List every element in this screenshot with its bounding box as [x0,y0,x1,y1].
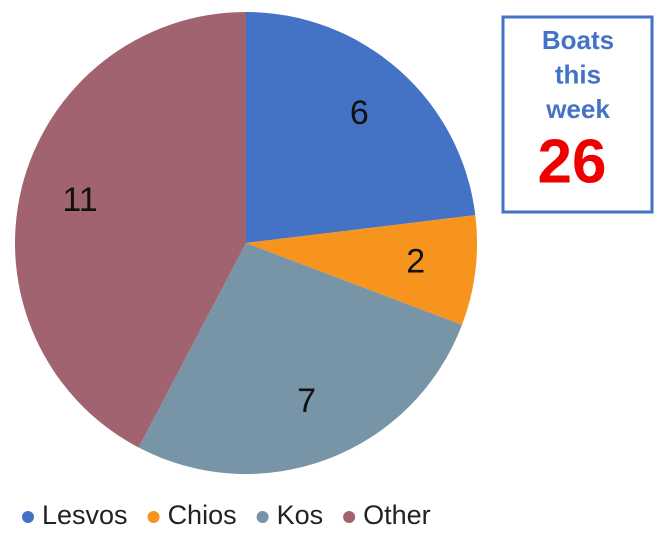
pie-slice [14,12,247,448]
legend-label: Chios [168,500,237,530]
legend-marker [256,511,269,523]
legend-marker [22,511,34,523]
legend-marker [343,511,356,523]
legend-label: Kos [277,500,324,530]
legend-label: Other [363,500,431,530]
annotation-line: Boats [542,25,614,55]
data-label: 2 [406,243,425,281]
pie-slice [246,12,476,243]
data-label: 7 [297,382,316,420]
annotation-text: Boats this week [542,25,614,124]
annotation-line: week [545,94,610,124]
data-label: 11 [62,181,97,219]
data-label: 6 [350,94,369,132]
annotation-line: this [555,59,601,89]
annotation-box [501,15,654,214]
legend-marker [147,511,160,523]
legend-label: Lesvos [42,500,128,530]
annotation-value: 26 [538,127,607,196]
pie-slice [138,243,462,474]
pie-slice [246,215,477,325]
